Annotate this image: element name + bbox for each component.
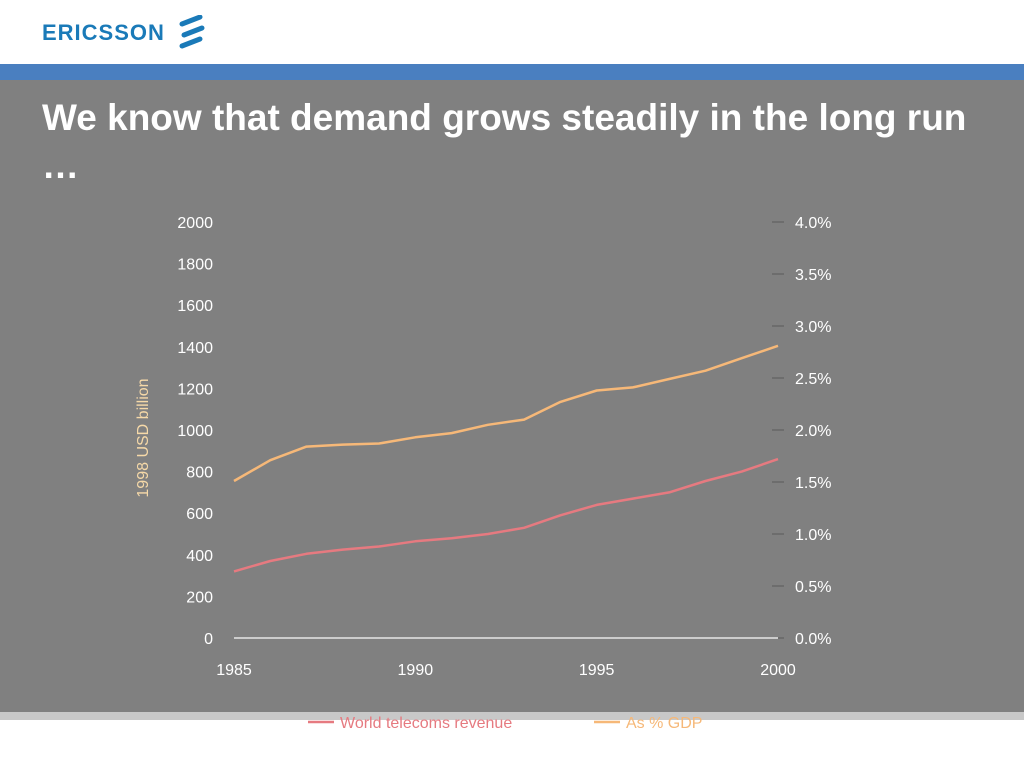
slide-background — [0, 80, 1024, 712]
left-tick-label: 400 — [186, 548, 213, 565]
left-tick-label: 600 — [186, 506, 213, 523]
telecom-revenue-line — [233, 457, 779, 573]
right-tick-label: 2.0% — [795, 423, 831, 440]
right-tick-label: 3.0% — [795, 319, 831, 336]
left-tick-label: 1400 — [177, 340, 213, 357]
x-tick-label: 1995 — [579, 662, 615, 679]
chart-legend: World telecoms revenue As % GDP — [308, 715, 702, 732]
right-tick-label: 0.5% — [795, 579, 831, 596]
bottom-divider-bar — [0, 712, 1024, 720]
left-tick-label: 1000 — [177, 423, 213, 440]
slide-title: We know that demand grows steadily in th… — [42, 97, 967, 186]
gdp-share-line — [233, 344, 779, 483]
right-tick-label: 4.0% — [795, 215, 831, 232]
left-axis-ticks: 0 200 400 600 800 1000 1200 1400 1600 1800 2000 — [177, 215, 213, 648]
x-axis-ticks: 1985 1990 1995 2000 — [216, 662, 796, 679]
top-accent-bar — [0, 64, 1024, 80]
x-tick-label: 2000 — [760, 662, 796, 679]
right-tick-label: 0.0% — [795, 631, 831, 648]
left-tick-label: 0 — [204, 631, 213, 648]
right-tick-label: 1.0% — [795, 527, 831, 544]
left-tick-label: 1800 — [177, 257, 213, 274]
left-tick-label: 2000 — [177, 215, 213, 232]
right-tick-label: 1.5% — [795, 475, 831, 492]
legend-label: As % GDP — [626, 715, 702, 732]
left-tick-label: 1200 — [177, 381, 213, 398]
right-tick-label: 3.5% — [795, 267, 831, 284]
right-axis-ticks: 0.0% 0.5% 1.0% 1.5% 2.0% 2.5% 3.0% 3.5% 4.0% — [772, 215, 831, 648]
legend-label: World telecoms revenue — [340, 715, 512, 732]
left-tick-label: 1600 — [177, 298, 213, 315]
left-tick-label: 800 — [186, 465, 213, 482]
header-bar: ERICSSON — [0, 0, 1024, 64]
left-tick-label: 200 — [186, 589, 213, 606]
right-tick-label: 2.5% — [795, 371, 831, 388]
ericsson-logo-icon — [179, 15, 205, 49]
y-axis-label: 1998 USD billion — [135, 378, 152, 497]
x-tick-label: 1990 — [398, 662, 434, 679]
brand-logo-text: ERICSSON — [42, 20, 165, 45]
x-tick-label: 1985 — [216, 662, 252, 679]
series-lines — [233, 344, 779, 573]
